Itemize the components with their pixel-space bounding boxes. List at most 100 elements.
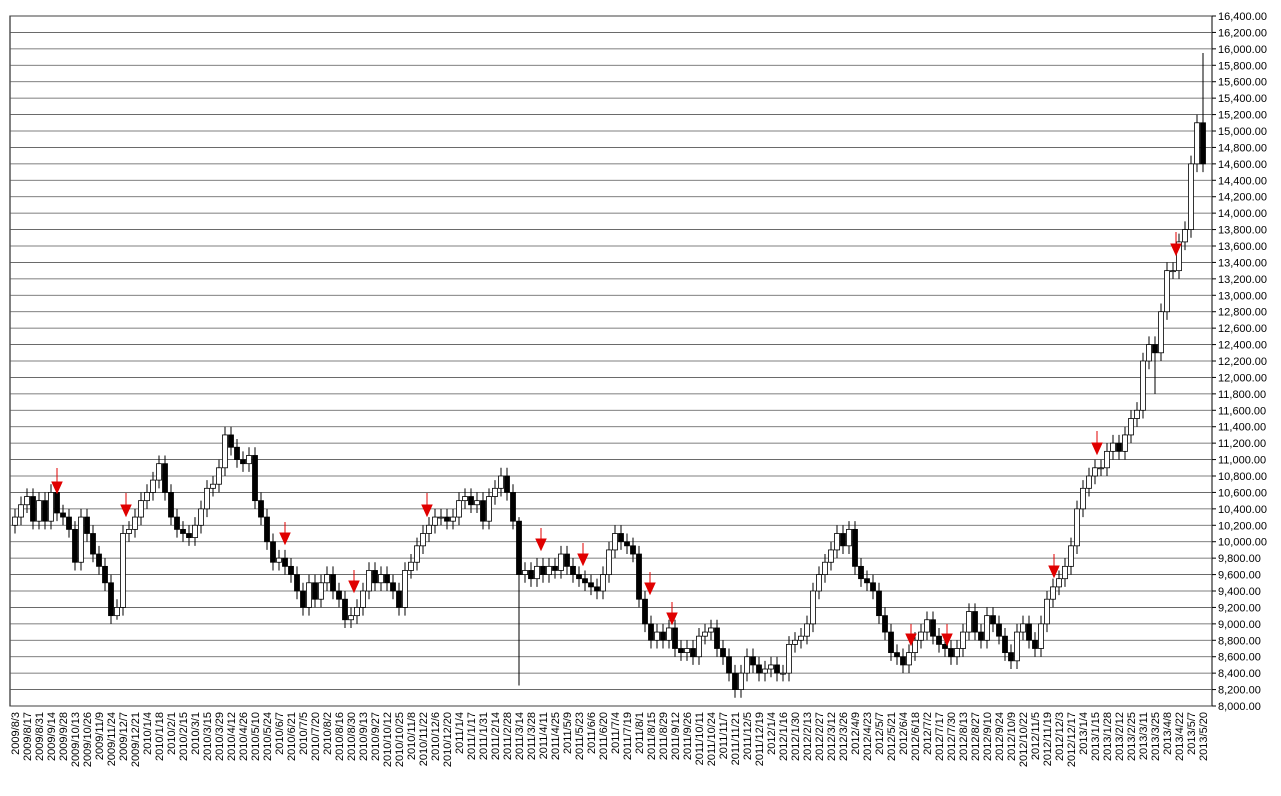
candle-body	[300, 590, 306, 608]
x-tick-label: 2011/5/23	[574, 712, 586, 760]
x-tick-label: 2010/7/20	[310, 712, 322, 761]
x-tick-label: 2011/10/24	[706, 712, 718, 766]
x-tick-label: 2012/4/9	[850, 712, 862, 755]
candle-body	[432, 516, 438, 526]
candle-body	[522, 570, 528, 575]
candle-body	[408, 561, 414, 571]
y-tick-label: 13,600.00	[1218, 241, 1267, 253]
candle-body	[438, 516, 444, 519]
x-tick-label: 2010/5/24	[262, 712, 274, 761]
y-tick-label: 14,000.00	[1218, 208, 1267, 220]
candle-body	[1044, 598, 1050, 625]
candle-body	[72, 528, 78, 563]
candle-body	[168, 492, 174, 518]
x-tick-label: 2010/12/6	[430, 712, 442, 761]
candle-body	[1098, 467, 1104, 470]
candle-body	[84, 516, 90, 534]
candle-body	[414, 545, 420, 563]
x-tick-label: 2013/4/22	[1174, 712, 1186, 761]
x-tick-label: 2010/10/12	[382, 712, 394, 767]
candle-body	[738, 672, 744, 690]
candle-body	[504, 475, 510, 493]
x-tick-label: 2012/11/19	[1042, 712, 1054, 766]
x-tick-label: 2010/4/12	[226, 712, 238, 761]
candle-body	[390, 582, 396, 592]
candle-body	[486, 496, 492, 522]
candle-body	[894, 652, 900, 658]
y-tick-label: 8,200.00	[1218, 685, 1261, 697]
candle-body	[1176, 241, 1182, 272]
candle-body	[516, 520, 522, 575]
y-tick-label: 8,600.00	[1218, 652, 1261, 664]
x-tick-label: 2010/9/27	[370, 712, 382, 761]
candle-body	[126, 528, 132, 534]
candle-body	[996, 623, 1002, 637]
y-tick-label: 12,200.00	[1218, 356, 1267, 368]
candle-body	[1032, 639, 1038, 649]
candle-body	[1026, 623, 1032, 641]
arrow	[905, 624, 917, 647]
candle-body	[264, 516, 270, 543]
candle-body	[882, 615, 888, 633]
arrow	[421, 493, 433, 518]
candle-body	[528, 570, 534, 580]
candle-body	[1020, 623, 1026, 633]
x-tick-label: 2010/3/1	[190, 712, 202, 755]
arrows	[51, 232, 1182, 647]
x-tick-label: 2011/5/9	[562, 712, 574, 754]
candle-body	[54, 492, 60, 514]
candle-body	[174, 516, 180, 530]
candle-body	[492, 487, 498, 497]
y-tick-label: 10,600.00	[1218, 487, 1267, 499]
x-tick-label: 2012/7/30	[946, 712, 958, 761]
candle-body	[864, 578, 870, 584]
candle-body	[24, 496, 30, 506]
x-tick-label: 2013/5/20	[1198, 712, 1210, 761]
candle-body	[720, 648, 726, 658]
x-tick-label: 2012/5/7	[874, 712, 886, 755]
candle-body	[714, 627, 720, 649]
candle-body	[732, 672, 738, 690]
candle-body	[1086, 475, 1092, 489]
candle-body	[918, 631, 924, 641]
candle-body	[306, 582, 312, 608]
candle-body	[708, 627, 714, 633]
candle-body	[858, 565, 864, 580]
candle-body	[546, 565, 552, 575]
y-tick-label: 12,600.00	[1218, 323, 1267, 335]
candle-body	[336, 590, 342, 600]
candle-body	[1140, 360, 1146, 411]
candle-body	[1050, 586, 1056, 600]
candle-body	[642, 598, 648, 625]
candle-body	[1116, 442, 1122, 452]
y-tick-label: 13,800.00	[1218, 225, 1267, 237]
candle-body	[984, 615, 990, 641]
x-tick-label: 2011/7/19	[622, 712, 634, 760]
x-tick-label: 2010/9/13	[358, 712, 370, 761]
candle-body	[372, 570, 378, 584]
arrow	[577, 543, 589, 567]
x-tick-label: 2010/12/20	[442, 712, 454, 767]
x-tick-label: 2009/10/13	[70, 712, 82, 767]
candle-body	[378, 574, 384, 584]
x-tick-label: 2011/1/4	[454, 712, 466, 754]
x-tick-label: 2011/11/21	[730, 712, 742, 765]
candle-body	[876, 590, 882, 617]
candle-body	[288, 565, 294, 575]
candle-body	[936, 635, 942, 645]
candle-body	[552, 565, 558, 571]
y-tick-label: 11,600.00	[1218, 405, 1266, 417]
candle-body	[444, 516, 450, 522]
candle-body	[564, 553, 570, 567]
candle-body	[840, 533, 846, 547]
candle-body	[852, 528, 858, 567]
x-tick-label: 2010/2/1	[166, 712, 178, 755]
candle-body	[978, 631, 984, 641]
candle-body	[384, 574, 390, 584]
x-tick-label: 2009/10/26	[82, 712, 94, 767]
candle-body	[426, 524, 432, 534]
y-tick-label: 10,400.00	[1218, 504, 1267, 516]
candle-body	[1146, 344, 1152, 362]
candle-body	[702, 631, 708, 637]
candle-body	[108, 582, 114, 617]
